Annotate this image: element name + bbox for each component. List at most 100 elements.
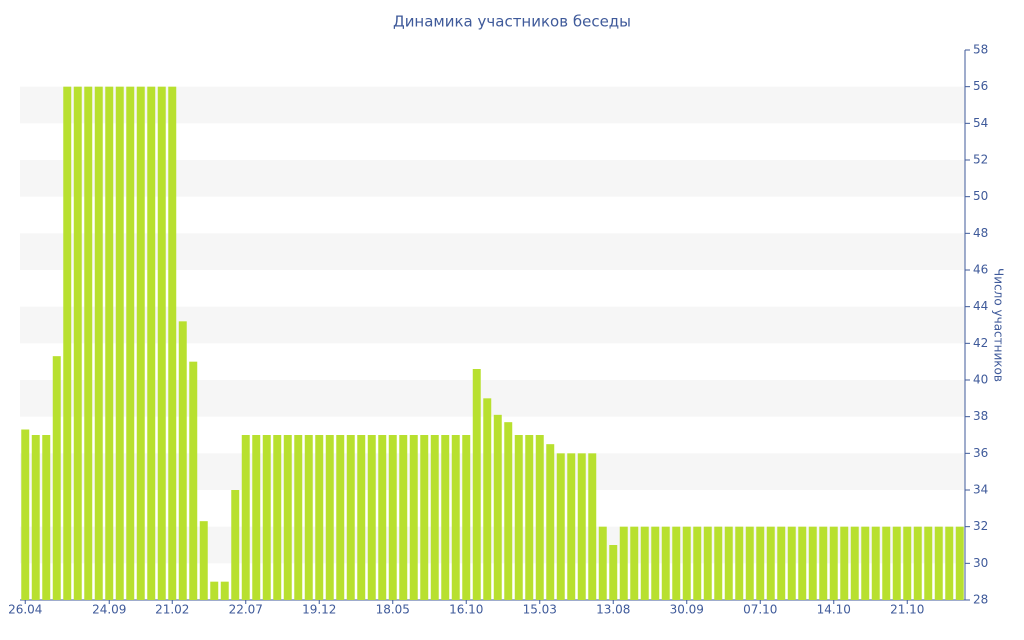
bar xyxy=(546,444,555,600)
y-tick-label: 40 xyxy=(973,373,988,387)
x-tick-label: 07.10 xyxy=(743,603,777,617)
grid-band xyxy=(20,86,965,124)
grid-band xyxy=(20,233,965,270)
x-tick-label: 21.02 xyxy=(155,603,189,617)
bar xyxy=(52,356,61,600)
grid-band xyxy=(20,306,965,344)
bar xyxy=(430,435,439,600)
bar xyxy=(892,526,901,600)
bar xyxy=(472,369,481,600)
bar xyxy=(294,435,303,600)
bar xyxy=(168,86,177,600)
y-tick-label: 56 xyxy=(973,79,988,93)
bar xyxy=(304,435,313,600)
bar xyxy=(346,435,355,600)
bar xyxy=(399,435,408,600)
bar xyxy=(934,526,943,600)
bar xyxy=(189,361,198,600)
bar xyxy=(745,526,754,600)
bar xyxy=(420,435,429,600)
bar xyxy=(819,526,828,600)
bar xyxy=(577,453,586,600)
bar xyxy=(955,526,964,600)
y-tick-label: 44 xyxy=(973,299,988,313)
bar xyxy=(220,581,229,600)
bar xyxy=(598,526,607,600)
bar xyxy=(73,86,82,600)
y-tick-label: 30 xyxy=(973,556,988,570)
bar xyxy=(210,581,219,600)
y-tick-label: 48 xyxy=(973,226,988,240)
bar xyxy=(147,86,156,600)
x-tick-label: 16.10 xyxy=(449,603,483,617)
bar xyxy=(850,526,859,600)
bar xyxy=(840,526,849,600)
bar xyxy=(703,526,712,600)
bar xyxy=(63,86,72,600)
bar xyxy=(262,435,271,600)
bar xyxy=(787,526,796,600)
bar xyxy=(514,435,523,600)
bar xyxy=(766,526,775,600)
bar xyxy=(178,321,187,600)
bar xyxy=(945,526,954,600)
y-tick-label: 38 xyxy=(973,409,988,423)
bar xyxy=(672,526,681,600)
x-tick-label: 14.10 xyxy=(817,603,851,617)
bar xyxy=(42,435,51,600)
x-tick-label: 21.10 xyxy=(890,603,924,617)
bar xyxy=(630,526,639,600)
bar xyxy=(441,435,450,600)
bar xyxy=(336,435,345,600)
bar xyxy=(315,435,324,600)
y-tick-label: 58 xyxy=(973,43,988,57)
x-tick-label: 22.07 xyxy=(229,603,263,617)
bar xyxy=(567,453,576,600)
bar xyxy=(882,526,891,600)
bar xyxy=(409,435,418,600)
bar xyxy=(367,435,376,600)
bar xyxy=(861,526,870,600)
bar xyxy=(829,526,838,600)
bar xyxy=(21,429,30,600)
grid-band xyxy=(20,526,965,564)
bar xyxy=(640,526,649,600)
bar xyxy=(504,422,513,600)
y-tick-label: 34 xyxy=(973,483,988,497)
y-tick-label: 36 xyxy=(973,446,988,460)
y-tick-label: 46 xyxy=(973,263,988,277)
bar xyxy=(451,435,460,600)
chart-title: Динамика участников беседы xyxy=(393,13,631,31)
y-tick-label: 42 xyxy=(973,336,988,350)
y-tick-label: 32 xyxy=(973,519,988,533)
grid-band xyxy=(20,453,965,490)
bar xyxy=(619,526,628,600)
bar xyxy=(283,435,292,600)
bar xyxy=(871,526,880,600)
bar xyxy=(714,526,723,600)
y-tick-label: 28 xyxy=(973,593,988,607)
bar xyxy=(609,545,618,600)
bar xyxy=(808,526,817,600)
y-tick-label: 54 xyxy=(973,116,988,130)
x-tick-label: 26.04 xyxy=(8,603,42,617)
bar xyxy=(556,453,565,600)
bar xyxy=(115,86,124,600)
bar xyxy=(94,86,103,600)
bar xyxy=(525,435,534,600)
grid-band xyxy=(20,160,965,197)
bar xyxy=(126,86,135,600)
x-tick-label: 13.08 xyxy=(596,603,630,617)
bar xyxy=(651,526,660,600)
bar xyxy=(661,526,670,600)
y-axis-label: Число участников xyxy=(992,268,1006,382)
bar xyxy=(462,435,471,600)
bar xyxy=(157,86,166,600)
x-tick-label: 15.03 xyxy=(523,603,557,617)
bar xyxy=(199,521,208,600)
bar xyxy=(273,435,282,600)
bar xyxy=(724,526,733,600)
bar xyxy=(913,526,922,600)
y-tick-label: 52 xyxy=(973,153,988,167)
bar xyxy=(325,435,334,600)
